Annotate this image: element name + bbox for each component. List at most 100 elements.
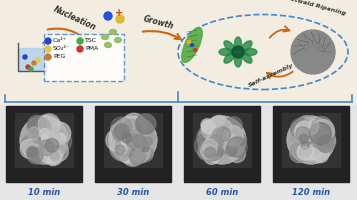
Circle shape <box>299 147 310 158</box>
Ellipse shape <box>235 37 241 51</box>
Text: TSC: TSC <box>85 38 97 44</box>
Circle shape <box>20 116 68 164</box>
Circle shape <box>205 147 216 158</box>
Circle shape <box>29 117 51 139</box>
Circle shape <box>104 12 112 20</box>
Circle shape <box>300 127 317 144</box>
Circle shape <box>310 148 318 156</box>
Circle shape <box>23 55 27 59</box>
Circle shape <box>26 146 38 158</box>
Circle shape <box>118 151 129 161</box>
Circle shape <box>287 116 335 164</box>
Bar <box>184 106 260 182</box>
Circle shape <box>28 139 38 149</box>
Circle shape <box>221 123 239 140</box>
Circle shape <box>111 124 124 137</box>
Circle shape <box>142 148 154 160</box>
Text: Ostwald Ripening: Ostwald Ripening <box>285 0 346 16</box>
Circle shape <box>129 149 145 164</box>
Circle shape <box>198 144 214 160</box>
Circle shape <box>49 147 61 160</box>
Circle shape <box>212 128 225 141</box>
Circle shape <box>136 129 145 138</box>
Circle shape <box>193 48 196 51</box>
Circle shape <box>27 148 43 163</box>
Circle shape <box>24 134 42 153</box>
Circle shape <box>307 151 316 160</box>
Circle shape <box>141 144 149 152</box>
Circle shape <box>316 126 330 139</box>
Circle shape <box>50 151 59 160</box>
Text: Growth: Growth <box>142 14 175 31</box>
Circle shape <box>195 133 219 158</box>
Circle shape <box>44 126 65 146</box>
Ellipse shape <box>219 48 233 55</box>
Ellipse shape <box>241 41 252 52</box>
Ellipse shape <box>241 52 252 63</box>
Circle shape <box>40 128 50 138</box>
Circle shape <box>201 144 216 159</box>
Circle shape <box>205 127 230 152</box>
Circle shape <box>39 137 57 155</box>
Circle shape <box>132 136 150 155</box>
Ellipse shape <box>102 34 109 40</box>
Circle shape <box>207 134 228 156</box>
Circle shape <box>28 147 37 156</box>
Circle shape <box>112 127 127 141</box>
Circle shape <box>55 133 66 143</box>
Circle shape <box>295 121 315 142</box>
Circle shape <box>208 144 222 157</box>
Circle shape <box>198 116 246 164</box>
Text: PEG: PEG <box>53 54 65 60</box>
Circle shape <box>43 122 57 136</box>
Circle shape <box>308 118 325 135</box>
Circle shape <box>291 129 307 145</box>
Circle shape <box>291 143 302 154</box>
Text: Ca²⁺: Ca²⁺ <box>53 38 67 44</box>
Circle shape <box>122 133 132 143</box>
Circle shape <box>220 129 231 139</box>
Circle shape <box>210 145 221 156</box>
Circle shape <box>116 140 131 155</box>
Circle shape <box>302 127 326 151</box>
Circle shape <box>77 46 83 52</box>
Circle shape <box>203 133 216 147</box>
Circle shape <box>27 121 41 135</box>
Circle shape <box>301 119 311 129</box>
Circle shape <box>26 142 49 164</box>
Circle shape <box>228 145 246 162</box>
Ellipse shape <box>105 42 111 48</box>
Circle shape <box>106 129 128 151</box>
Circle shape <box>297 142 309 154</box>
Circle shape <box>200 146 211 156</box>
Circle shape <box>43 128 60 145</box>
Ellipse shape <box>182 28 202 62</box>
Circle shape <box>287 116 335 164</box>
Circle shape <box>46 133 57 144</box>
Bar <box>15 113 74 167</box>
Circle shape <box>22 134 42 154</box>
Bar <box>95 106 171 182</box>
Circle shape <box>136 114 156 134</box>
Circle shape <box>135 144 153 162</box>
Circle shape <box>297 143 314 160</box>
Bar <box>282 113 341 167</box>
Circle shape <box>312 117 332 137</box>
Circle shape <box>128 134 147 154</box>
Circle shape <box>197 126 219 149</box>
Circle shape <box>223 133 240 150</box>
Circle shape <box>201 119 213 131</box>
Circle shape <box>138 130 155 146</box>
Circle shape <box>109 116 157 164</box>
Circle shape <box>290 144 308 163</box>
Circle shape <box>116 15 124 23</box>
Circle shape <box>312 119 335 141</box>
Circle shape <box>291 30 335 74</box>
Circle shape <box>202 139 217 154</box>
Circle shape <box>224 142 233 152</box>
Text: Nucleation: Nucleation <box>52 4 97 32</box>
Circle shape <box>115 145 125 154</box>
Circle shape <box>301 141 309 149</box>
Text: 30 min: 30 min <box>117 188 149 197</box>
Circle shape <box>301 144 312 155</box>
